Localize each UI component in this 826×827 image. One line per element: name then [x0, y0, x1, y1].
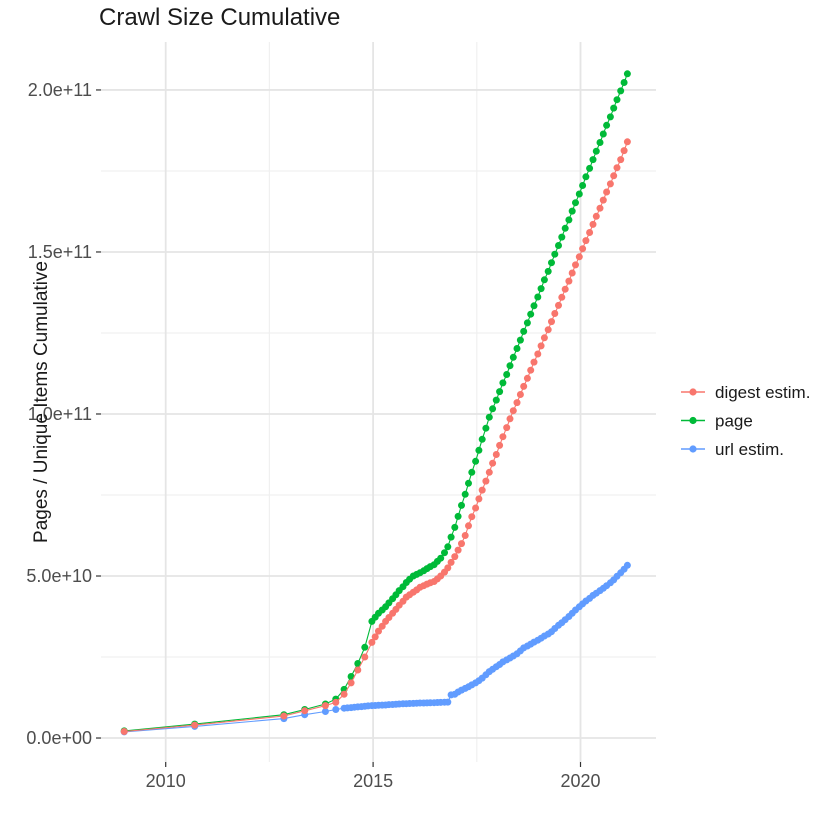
y-tick-label: 1.5e+11: [28, 242, 92, 262]
gridlines-minor: [101, 42, 656, 762]
y-axis-title: Pages / Unique Items Cumulative: [31, 261, 52, 543]
legend-label: digest estim.: [715, 383, 810, 402]
legend-key-point: [689, 416, 697, 425]
legend-item-page: page: [681, 412, 753, 431]
legend-key-point: [689, 445, 697, 453]
x-tick-label: 2010: [146, 771, 186, 791]
data-series-layer: [120, 70, 631, 736]
legend-key-point: [689, 388, 697, 396]
legend-label: page: [715, 412, 753, 431]
legend-item-url-estim-: url estim.: [681, 440, 784, 459]
series-url-estim-: [120, 561, 631, 736]
x-tick-label: 2020: [560, 771, 600, 791]
y-tick-label: 2.0e+11: [28, 80, 92, 100]
series-digest-estim-: [120, 138, 631, 735]
axis-tick-marks: [96, 89, 582, 767]
legend-item-digest-estim-: digest estim.: [681, 383, 810, 402]
series-page: [120, 70, 631, 735]
axis-tick-labels: 2010 2015 2020 0.0e+00 5.0e+10 1.0e+11 1.5e+11…: [26, 80, 600, 791]
y-tick-label: 1.0e+11: [28, 404, 92, 424]
legend: digest estim. page url estim.: [681, 383, 810, 459]
y-tick-label: 5.0e+10: [26, 566, 92, 586]
x-tick-label: 2015: [353, 771, 393, 791]
y-tick-label: 0.0e+00: [26, 728, 92, 748]
chart-title: Crawl Size Cumulative: [99, 4, 340, 31]
gridlines-major: [101, 42, 656, 762]
legend-label: url estim.: [715, 440, 784, 459]
